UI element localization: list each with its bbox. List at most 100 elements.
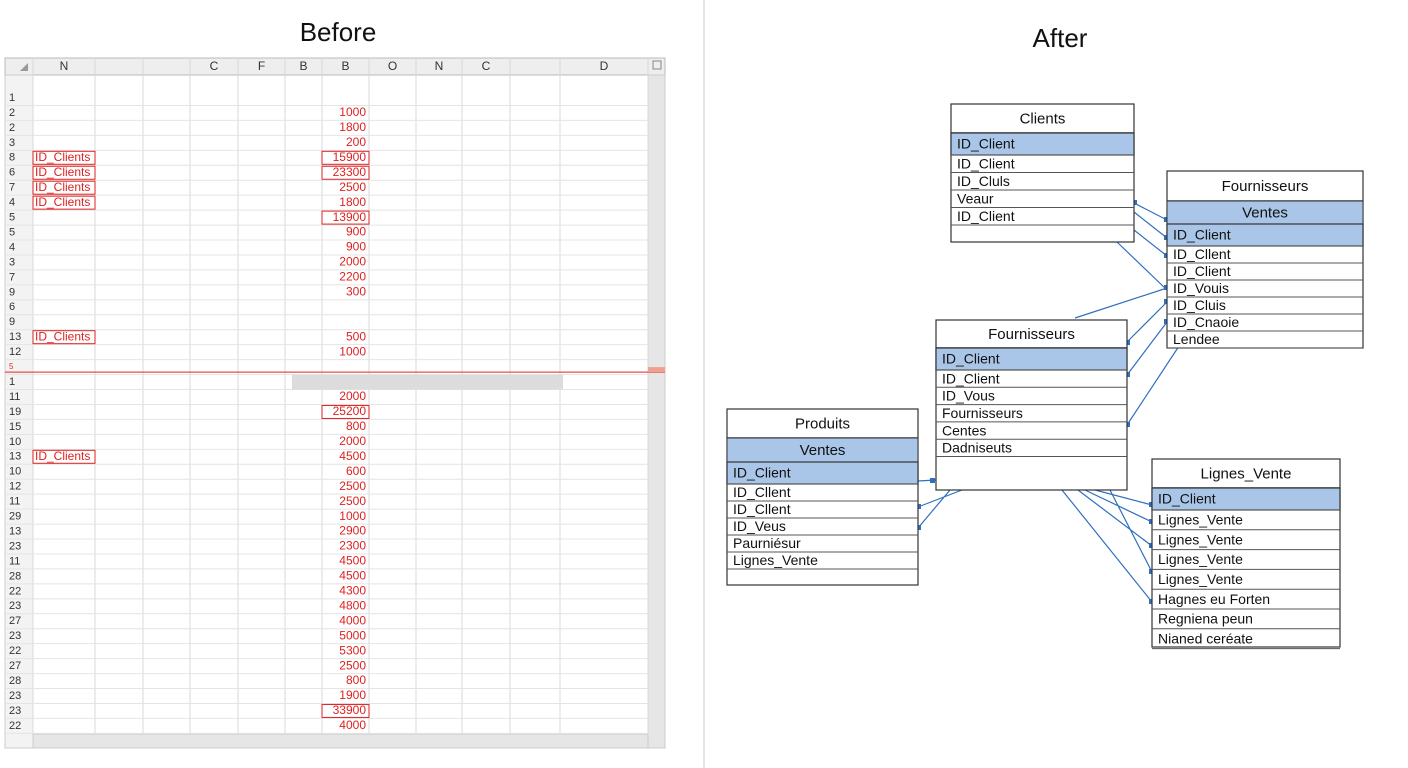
- column-header: O: [388, 59, 397, 73]
- field: ID_Cllent: [733, 501, 791, 517]
- field: ID_Client: [957, 208, 1015, 224]
- cell-label: ID_Clients: [35, 329, 90, 343]
- table: FournisseursVentesID_ClientID_CllentID_C…: [1166, 170, 1364, 349]
- row-header-bar: [4, 74, 34, 749]
- field: Lignes_Vente: [1158, 512, 1243, 528]
- row-number: 13: [9, 525, 21, 537]
- field: Lignes_Vente: [1158, 571, 1243, 587]
- table-title: Produits: [795, 415, 850, 432]
- row-number: 9: [9, 286, 15, 298]
- column-header: B: [341, 59, 349, 73]
- value-box: [321, 703, 370, 718]
- value-box: [321, 404, 370, 419]
- cell-value: 2200: [339, 270, 366, 284]
- field: ID_Client: [942, 351, 1000, 367]
- field: ID_Client: [1173, 227, 1231, 243]
- row-number: 6: [9, 301, 15, 313]
- cell-value: 23300: [333, 165, 367, 179]
- cell-value: 600: [346, 464, 366, 478]
- row-number: 19: [9, 406, 21, 418]
- row-number: 5: [9, 226, 15, 238]
- row-number: 7: [9, 182, 15, 194]
- cell-value: 200: [346, 135, 366, 149]
- row-number: 3: [9, 256, 15, 268]
- cell-value: 2000: [339, 255, 366, 269]
- label-box: [32, 195, 96, 210]
- table-subtitle: Ventes: [800, 442, 846, 459]
- row-number: 4: [9, 241, 15, 253]
- cell-value: 15900: [333, 150, 367, 164]
- row-number: 13: [9, 331, 21, 343]
- row-number: 6: [9, 167, 15, 179]
- column-header: C: [210, 59, 219, 73]
- label-box: [32, 449, 96, 464]
- cell-value: 1800: [339, 120, 366, 134]
- column-header: C: [482, 59, 491, 73]
- field: ID_Cluls: [957, 173, 1010, 189]
- cell-value: 2500: [339, 494, 366, 508]
- cell-value: 1000: [339, 105, 366, 119]
- field: ID_Cllent: [1173, 246, 1231, 262]
- cell-value: 4000: [339, 613, 366, 627]
- field: ID_Cluis: [1173, 297, 1226, 313]
- field: Regniena peun: [1158, 611, 1253, 627]
- row-number: 4: [9, 197, 15, 209]
- cell-label: ID_Clients: [35, 195, 90, 209]
- scrollbar-h: [32, 733, 649, 749]
- row-number: 8: [9, 152, 15, 164]
- row-number: 27: [9, 660, 21, 672]
- field: ID_Client: [942, 370, 1000, 386]
- cell-value: 2500: [339, 180, 366, 194]
- row-number: 23: [9, 705, 21, 717]
- row-number: 22: [9, 585, 21, 597]
- row-number: 22: [9, 720, 21, 732]
- row-number: 27: [9, 615, 21, 627]
- field: Hagnes eu Forten: [1158, 591, 1270, 607]
- table: Lignes_Vente ID_Client Lignes_Vente Lignes_…: [1151, 458, 1341, 650]
- row-number: 11: [9, 555, 20, 567]
- row-number: 12: [9, 346, 21, 358]
- cell-label: ID_Clients: [35, 165, 90, 179]
- row-number: 11: [9, 391, 20, 403]
- before-title: Before: [300, 17, 377, 47]
- cell-value: 2000: [339, 389, 366, 403]
- select-all: [20, 63, 28, 71]
- field: Nianed ceréate: [1158, 630, 1253, 646]
- row-number: 2: [9, 107, 15, 119]
- row-number: 7: [9, 271, 15, 283]
- cell-value: 4500: [339, 554, 366, 568]
- field: Lendee: [1173, 331, 1220, 347]
- row-number: 12: [9, 481, 21, 493]
- cell-value: 13900: [333, 210, 367, 224]
- row-number: 1: [9, 376, 15, 388]
- table-title: Lignes_Vente: [1201, 465, 1292, 482]
- row-number: 23: [9, 690, 21, 702]
- field: ID_Cnaoie: [1173, 314, 1239, 330]
- field: Lignes_Vente: [1158, 531, 1243, 547]
- cell-value: 500: [346, 329, 366, 343]
- cell-value: 5300: [339, 643, 366, 657]
- table: FournisseursID_ClientID_ClientID_VousFou…: [935, 319, 1128, 491]
- field: Paurniésur: [733, 535, 801, 551]
- column-header-bar: [4, 57, 666, 76]
- cell-value: 900: [346, 225, 366, 239]
- cell-value: 4000: [339, 718, 366, 732]
- table-subtitle: Ventes: [1242, 204, 1288, 221]
- cell-value: 2900: [339, 524, 366, 538]
- row-number: 5: [9, 212, 15, 224]
- cell-label: ID_Clients: [35, 150, 90, 164]
- row-number: 10: [9, 436, 21, 448]
- row-number: 23: [9, 540, 21, 552]
- cell-value: 5000: [339, 628, 366, 642]
- column-header: B: [299, 59, 307, 73]
- sheet-frame: [4, 57, 666, 749]
- row-number: 5: [9, 362, 14, 371]
- row-number: 28: [9, 570, 21, 582]
- table-title: Clients: [1020, 110, 1066, 127]
- field: ID_Veus: [733, 518, 786, 534]
- column-header: N: [435, 59, 444, 73]
- split-handle: [648, 367, 665, 373]
- frozen-bar: [292, 374, 563, 390]
- label-box: [32, 150, 96, 165]
